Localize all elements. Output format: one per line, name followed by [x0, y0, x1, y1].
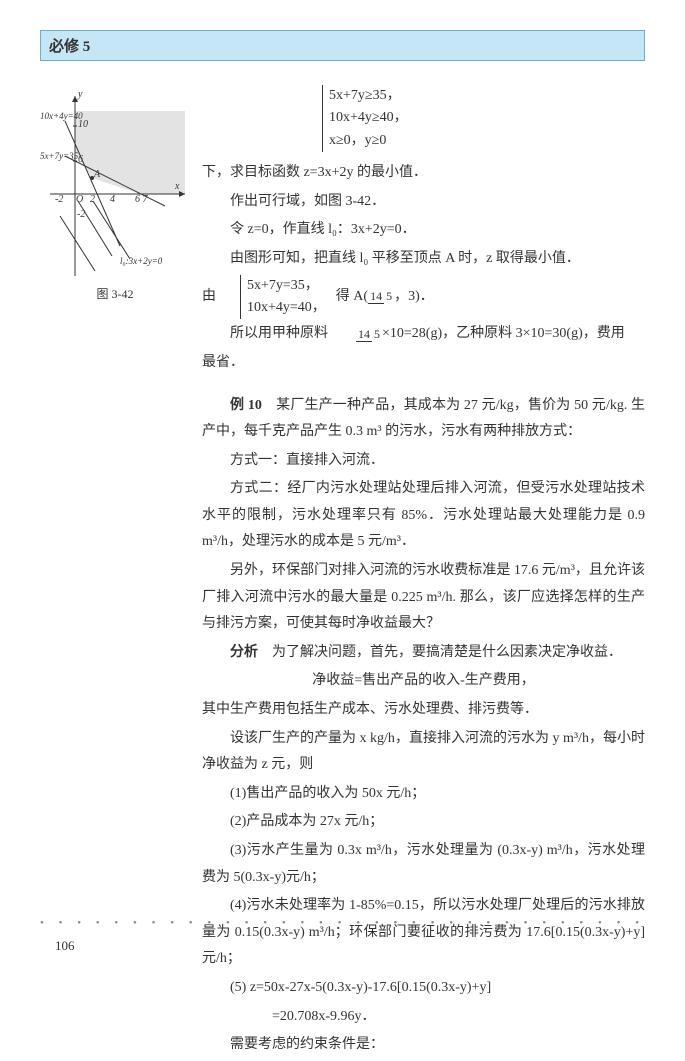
p5-ra: 得 A(	[336, 289, 368, 304]
analysis-label: 分析	[230, 645, 258, 660]
sys2-eq1: 5x+7y=35，	[247, 275, 326, 297]
chapter-header: 必修 5	[40, 30, 645, 61]
origin-label: O	[76, 194, 83, 205]
p1: 下，求目标函数 z=3x+2y 的最小值．	[202, 160, 645, 187]
p6b: ×10=28(g)，乙种原料 3×10=30(g)，费用	[382, 326, 625, 341]
li4: (4)污水未处理率为 1-85%=0.15，所以污水处理厂处理后的污水排放量为 …	[202, 893, 645, 973]
tick-10: 10	[78, 119, 88, 130]
p5-left: 由	[202, 284, 230, 311]
chapter-title: 必修 5	[49, 39, 90, 55]
footer-dots: • • • • • • • • • • • • • • • • • • • • …	[40, 917, 645, 929]
sys1-eq2: 10x+4y≥40，	[329, 107, 408, 129]
p5-rb: ，3)．	[394, 289, 434, 304]
figure-caption: 图 3-42	[40, 285, 190, 302]
line1-label: 10x+4y=40	[40, 111, 83, 121]
content-area: y 10x+4y=40 10 5x+7y=35 6 A -2 O 2 4 6 7…	[40, 81, 645, 1061]
p-constraint: 需要考虑的约束条件是：	[202, 1032, 645, 1059]
analysis: 分析 为了解决问题，首先，要搞清楚是什么因素决定净收益．	[202, 640, 645, 667]
sys1-eq3: x≥0，y≥0	[329, 130, 408, 152]
p7: 最省．	[202, 350, 645, 377]
p4: 由图形可知，把直线 l₀ 平移至顶点 A 时，z 取得最小值．	[202, 246, 645, 273]
y-axis-label: y	[78, 89, 82, 100]
line2-label: 5x+7y=35	[40, 151, 78, 161]
tick-6: 6	[78, 154, 83, 165]
eq-profit: 净收益=售出产品的收入-生产费用，	[202, 668, 645, 695]
li1: (1)售出产品的收入为 50x 元/h；	[202, 781, 645, 808]
ex-label: 例 10	[230, 398, 262, 413]
analysis-text: 为了解决问题，首先，要搞清楚是什么因素决定净收益．	[272, 645, 622, 660]
sys2-eq2: 10x+4y=40，	[247, 297, 326, 319]
page-number: 106	[55, 938, 75, 954]
li3: (3)污水产生量为 0.3x m³/h，污水处理量为 (0.3x-y) m³/h…	[202, 838, 645, 891]
p-cost: 其中生产费用包括生产成本、污水处理费、排污费等．	[202, 697, 645, 724]
figure-3-42: y 10x+4y=40 10 5x+7y=35 6 A -2 O 2 4 6 7…	[40, 81, 190, 281]
tick-neg2b: -2	[77, 209, 85, 220]
system-2: 5x+7y=35， 10x+4y=40，	[240, 275, 326, 320]
p2: 作出可行域，如图 3-42．	[202, 189, 645, 216]
frac-b: 145	[328, 328, 382, 340]
tick-2: 2	[90, 194, 95, 205]
p5-right: 得 A(145，3)．	[336, 284, 434, 311]
tick-67: 6 7	[135, 194, 148, 205]
p-assume: 设该厂生产的产量为 x kg/h，直接排入河流的污水为 y m³/h，每小时净收…	[202, 726, 645, 779]
tick-neg2: -2	[55, 194, 63, 205]
ex-text: 某厂生产一种产品，其成本为 27 元/kg，售价为 50 元/kg. 生产中，每…	[202, 398, 645, 440]
x-axis-label: x	[175, 181, 179, 192]
tick-4: 4	[110, 194, 115, 205]
right-column: 5x+7y≥35， 10x+4y≥40， x≥0，y≥0 下，求目标函数 z=3…	[202, 81, 645, 1061]
frac-a: 145	[368, 290, 394, 302]
p3: 令 z=0，作直线 l₀：3x+2y=0．	[202, 217, 645, 244]
m1: 方式一：直接排入河流．	[202, 448, 645, 475]
example-10: 例 10 某厂生产一种产品，其成本为 27 元/kg，售价为 50 元/kg. …	[202, 393, 645, 446]
m2: 方式二：经厂内污水处理站处理后排入河流，但受污水处理站技术水平的限制，污水处理率…	[202, 476, 645, 556]
p6: 所以用甲种原料145×10=28(g)，乙种原料 3×10=30(g)，费用	[202, 321, 645, 348]
li5b: =20.708x-9.96y．	[202, 1004, 645, 1031]
p6a: 所以用甲种原料	[230, 326, 328, 341]
p5-row: 由 5x+7y=35， 10x+4y=40， 得 A(145，3)．	[202, 275, 645, 320]
sys1-eq1: 5x+7y≥35，	[329, 85, 408, 107]
l0-label: l₀:3x+2y=0	[120, 256, 162, 266]
li2: (2)产品成本为 27x 元/h；	[202, 809, 645, 836]
m3: 另外，环保部门对排入河流的污水收费标准是 17.6 元/m³，且允许该厂排入河流…	[202, 558, 645, 638]
system-1: 5x+7y≥35， 10x+4y≥40， x≥0，y≥0	[322, 85, 408, 152]
left-column: y 10x+4y=40 10 5x+7y=35 6 A -2 O 2 4 6 7…	[40, 81, 190, 1061]
point-a-label: A	[94, 169, 100, 180]
